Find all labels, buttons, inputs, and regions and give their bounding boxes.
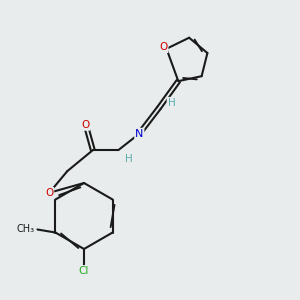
Text: CH₃: CH₃ (17, 224, 35, 235)
Text: O: O (45, 188, 53, 198)
Text: O: O (81, 120, 89, 130)
Text: O: O (159, 42, 168, 52)
Text: Cl: Cl (79, 266, 89, 276)
Text: N: N (135, 129, 143, 139)
Text: H: H (125, 154, 133, 164)
Text: H: H (167, 98, 175, 108)
